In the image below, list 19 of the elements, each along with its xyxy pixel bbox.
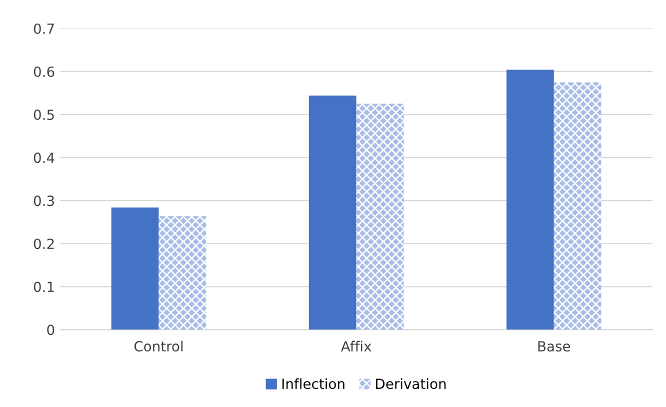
x-tick-label: Affix — [340, 340, 372, 352]
bar — [356, 104, 404, 330]
bar — [308, 96, 356, 330]
bar — [554, 82, 602, 330]
bar — [506, 70, 554, 330]
bar — [111, 207, 159, 330]
y-tick-label: 0.5 — [34, 110, 54, 120]
y-tick-label: 0.2 — [34, 238, 54, 250]
y-tick-label: 0 — [47, 324, 54, 336]
legend-label: Derivation — [376, 378, 446, 390]
y-tick-label: 0.7 — [34, 23, 54, 34]
y-tick-label: 0.4 — [34, 152, 54, 164]
bar — [158, 216, 206, 330]
y-tick-label: 0.6 — [34, 66, 54, 77]
x-tick-label: Control — [134, 340, 183, 352]
y-tick-label: 0.3 — [34, 196, 54, 206]
y-tick-label: 0.1 — [34, 282, 54, 292]
legend-label: Inflection — [282, 378, 344, 390]
x-tick-label: Base — [538, 341, 570, 352]
